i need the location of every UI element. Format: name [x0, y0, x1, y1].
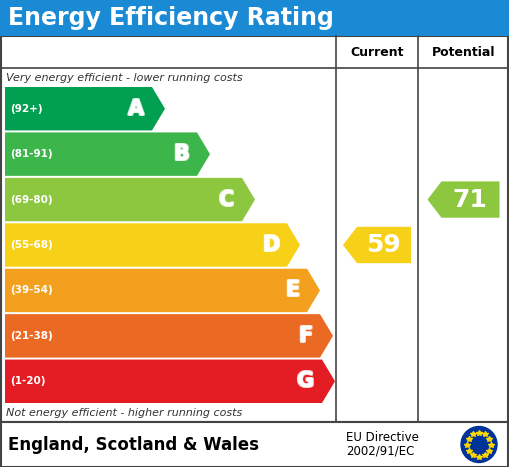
Text: B: B [174, 145, 190, 165]
Text: Energy Efficiency Rating: Energy Efficiency Rating [8, 6, 334, 30]
Text: C: C [219, 190, 234, 210]
Text: C: C [219, 189, 234, 209]
Text: D: D [262, 235, 279, 255]
Text: E: E [284, 282, 298, 301]
Polygon shape [5, 87, 165, 130]
Polygon shape [343, 227, 411, 263]
Polygon shape [5, 314, 333, 358]
Text: (92+): (92+) [10, 104, 43, 113]
Polygon shape [5, 223, 300, 267]
Text: E: E [285, 279, 299, 299]
Text: (39-54): (39-54) [10, 285, 53, 296]
Text: C: C [218, 191, 233, 211]
Text: G: G [296, 372, 313, 392]
Text: A: A [129, 100, 145, 120]
Text: F: F [298, 327, 312, 347]
Text: EU Directive: EU Directive [346, 431, 419, 444]
Text: (55-68): (55-68) [10, 240, 53, 250]
Text: E: E [284, 280, 298, 300]
Text: G: G [296, 370, 313, 390]
Polygon shape [5, 178, 255, 221]
Text: C: C [220, 189, 235, 209]
Text: C: C [219, 191, 234, 211]
Circle shape [461, 426, 497, 462]
Text: F: F [298, 326, 312, 346]
Text: D: D [262, 234, 279, 254]
Text: B: B [174, 144, 190, 164]
Text: D: D [261, 234, 278, 254]
Text: C: C [218, 189, 233, 209]
Text: A: A [128, 98, 144, 118]
Text: D: D [261, 236, 278, 256]
Text: F: F [297, 325, 311, 345]
Text: A: A [127, 98, 143, 118]
Text: D: D [262, 236, 279, 256]
Text: A: A [128, 99, 144, 119]
Text: B: B [173, 143, 189, 163]
Text: E: E [286, 280, 300, 300]
Text: B: B [173, 145, 189, 165]
Text: B: B [174, 143, 190, 163]
Polygon shape [428, 181, 499, 218]
Text: E: E [284, 279, 298, 299]
Text: B: B [172, 144, 188, 164]
Text: E: E [286, 279, 300, 299]
Text: E: E [285, 282, 299, 301]
Text: B: B [172, 145, 188, 165]
Text: 71: 71 [452, 188, 487, 212]
Text: C: C [218, 190, 233, 210]
Text: England, Scotland & Wales: England, Scotland & Wales [8, 436, 259, 453]
Text: A: A [129, 99, 145, 119]
Text: G: G [298, 371, 315, 391]
Text: 2002/91/EC: 2002/91/EC [346, 445, 414, 458]
Text: Not energy efficient - higher running costs: Not energy efficient - higher running co… [6, 408, 242, 418]
Text: (21-38): (21-38) [10, 331, 53, 341]
Text: F: F [297, 326, 311, 346]
Text: F: F [298, 325, 312, 345]
Polygon shape [5, 133, 210, 176]
Text: (69-80): (69-80) [10, 195, 52, 205]
Text: Current: Current [350, 45, 404, 58]
Text: A: A [129, 98, 145, 118]
Bar [1, 422, 508, 467]
Text: D: D [263, 236, 280, 256]
Text: G: G [297, 371, 314, 391]
Text: (81-91): (81-91) [10, 149, 52, 159]
Text: A: A [127, 99, 143, 119]
Text: D: D [261, 235, 278, 255]
Bar [0, 0, 509, 36]
Text: C: C [220, 191, 235, 211]
Text: E: E [285, 280, 299, 300]
Text: F: F [297, 327, 311, 347]
Text: (1-20): (1-20) [10, 376, 45, 386]
Text: E: E [286, 282, 300, 301]
Text: Potential: Potential [432, 45, 495, 58]
Text: F: F [299, 326, 313, 346]
Text: A: A [127, 100, 143, 120]
Text: D: D [263, 235, 280, 255]
Text: B: B [173, 144, 189, 164]
Text: G: G [297, 372, 314, 392]
Text: A: A [128, 100, 144, 120]
Text: F: F [299, 325, 313, 345]
Text: B: B [172, 143, 188, 163]
Text: C: C [220, 190, 235, 210]
Text: G: G [297, 370, 314, 390]
Text: 59: 59 [365, 233, 401, 257]
Bar [1, 36, 508, 422]
Polygon shape [5, 360, 335, 403]
Text: G: G [296, 371, 313, 391]
Text: F: F [299, 327, 313, 347]
Text: G: G [298, 370, 315, 390]
Text: Very energy efficient - lower running costs: Very energy efficient - lower running co… [6, 73, 243, 83]
Polygon shape [5, 269, 320, 312]
Text: D: D [263, 234, 280, 254]
Text: G: G [298, 372, 315, 392]
